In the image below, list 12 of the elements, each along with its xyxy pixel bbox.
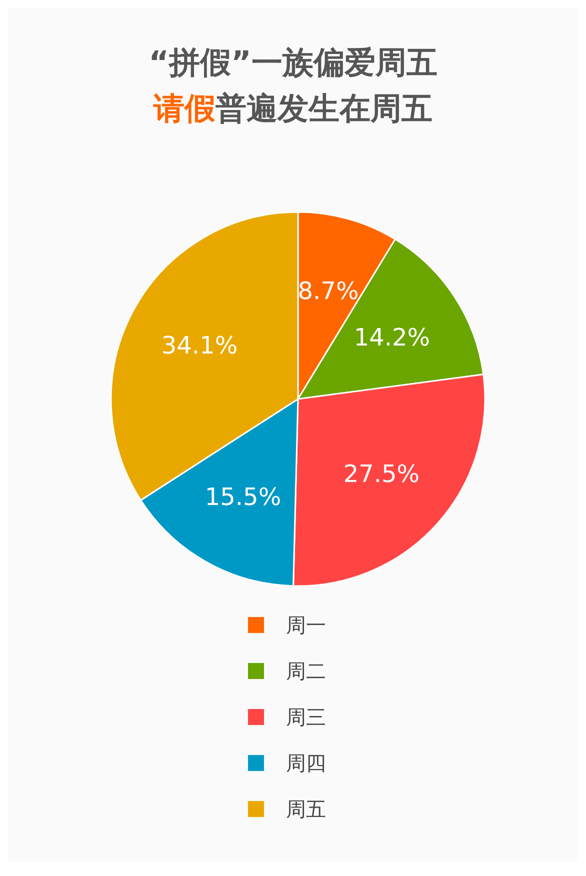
legend-label: 周三: [286, 704, 326, 730]
data-label: 14.2%: [354, 324, 430, 352]
data-label: 34.1%: [161, 331, 238, 360]
chart-title: “拼假”一族偏爱周五: [148, 44, 438, 83]
legend-label: 周四: [286, 750, 326, 776]
data-label: 27.5%: [343, 460, 420, 488]
legend-label: 周五: [286, 796, 326, 822]
chart-subtitle: 请假普遍发生在周五: [154, 91, 432, 127]
data-label: 8.7%: [298, 276, 359, 305]
legend-label: 周一: [286, 612, 326, 638]
data-label: 15.5%: [204, 482, 282, 511]
legend-label: 周二: [286, 658, 326, 684]
